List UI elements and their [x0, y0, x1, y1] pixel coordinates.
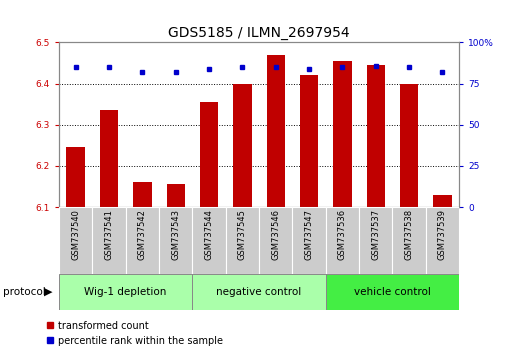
Text: GSM737542: GSM737542 [138, 209, 147, 260]
Bar [433, 195, 451, 207]
Legend: transformed count, percentile rank within the sample: transformed count, percentile rank withi… [46, 321, 223, 346]
Bar [133, 182, 151, 207]
Text: GSM737540: GSM737540 [71, 209, 80, 260]
Text: GSM737538: GSM737538 [405, 209, 413, 260]
Bar [233, 84, 251, 207]
Text: vehicle control: vehicle control [354, 287, 431, 297]
Text: GSM737541: GSM737541 [105, 209, 113, 260]
Bar [59, 207, 92, 274]
Text: GSM737537: GSM737537 [371, 209, 380, 260]
Text: GSM737539: GSM737539 [438, 209, 447, 260]
Bar [400, 84, 418, 207]
Text: protocol: protocol [3, 287, 45, 297]
Title: GDS5185 / ILMN_2697954: GDS5185 / ILMN_2697954 [168, 26, 350, 40]
Bar [392, 207, 426, 274]
Bar [292, 207, 326, 274]
Text: GSM737536: GSM737536 [338, 209, 347, 260]
Bar [92, 207, 126, 274]
Bar [200, 102, 218, 207]
Bar [333, 61, 351, 207]
Bar [326, 274, 459, 310]
Bar [126, 207, 159, 274]
Bar [367, 65, 385, 207]
Text: GSM737543: GSM737543 [171, 209, 180, 260]
Text: ▶: ▶ [44, 287, 52, 297]
Bar [192, 274, 326, 310]
Bar [67, 147, 85, 207]
Bar [426, 207, 459, 274]
Text: GSM737546: GSM737546 [271, 209, 280, 260]
Bar [300, 75, 318, 207]
Bar [159, 207, 192, 274]
Bar [192, 207, 226, 274]
Bar [267, 55, 285, 207]
Text: GSM737545: GSM737545 [238, 209, 247, 260]
Bar [226, 207, 259, 274]
Bar [100, 110, 118, 207]
Text: GSM737544: GSM737544 [205, 209, 213, 260]
Text: Wig-1 depletion: Wig-1 depletion [85, 287, 167, 297]
Bar [326, 207, 359, 274]
Bar [167, 184, 185, 207]
Bar [259, 207, 292, 274]
Text: GSM737547: GSM737547 [305, 209, 313, 260]
Bar [59, 274, 192, 310]
Text: negative control: negative control [216, 287, 302, 297]
Bar [359, 207, 392, 274]
